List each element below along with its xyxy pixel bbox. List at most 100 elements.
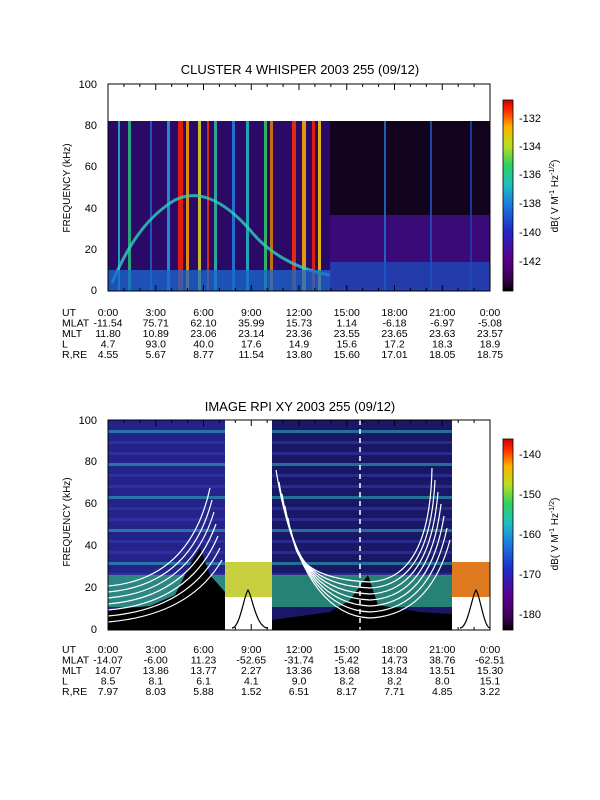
ephemeris-cell: 11.80 <box>95 328 121 340</box>
ephemeris-cell: 8.77 <box>193 349 214 361</box>
ephemeris-cell: 18:00 <box>381 307 407 319</box>
ephemeris-cell: 11.23 <box>191 655 217 667</box>
plasma-frequency-curves <box>107 467 491 630</box>
ephemeris-cell: 9.0 <box>292 676 307 688</box>
ephemeris-row-label: MLT <box>62 328 83 340</box>
ephemeris-row-label: UT <box>62 307 77 319</box>
plasma-curve <box>107 559 223 623</box>
ephemeris-cell: 23.57 <box>477 328 503 340</box>
emission-streak <box>246 121 249 291</box>
spectral-band <box>272 441 452 444</box>
y-tick-label: 80 <box>85 120 97 132</box>
ephemeris-cell: 6.1 <box>196 676 211 688</box>
colorbar-ticks: -132 -134 -136 -138 -140 -142 <box>519 113 541 268</box>
ephemeris-cell: -11.54 <box>94 318 123 330</box>
emission-streak <box>270 121 273 291</box>
ephemeris-cell: 4.55 <box>98 349 119 361</box>
ephemeris-cell: 13.84 <box>381 665 407 677</box>
colorbar-tick-label: -138 <box>519 198 541 210</box>
spectral-band <box>272 551 452 554</box>
emission-streak <box>186 121 189 291</box>
spectral-band <box>108 452 225 455</box>
ephemeris-cell: 23.36 <box>286 328 312 340</box>
ephemeris-cell: 9:00 <box>241 307 262 319</box>
emission-streak <box>470 121 472 291</box>
colorbar-label: dB( V M-1 Hz-1/2) <box>549 160 561 233</box>
y-tick-label: 60 <box>85 498 97 510</box>
spectral-band <box>108 573 225 576</box>
colorbar-ticks: -140 -150 -160 -170 -180 <box>519 449 541 621</box>
ephemeris-cell: 9:00 <box>241 644 262 656</box>
emission-streak <box>214 121 217 291</box>
colorbar-tick-label: -142 <box>519 256 541 268</box>
spectral-band <box>108 485 225 488</box>
colorbar-tick-label: -150 <box>519 489 541 501</box>
ephemeris-cell: -6.18 <box>383 318 407 330</box>
spectral-band <box>108 430 225 433</box>
plasma-curve <box>107 511 215 599</box>
ephemeris-cell: 2.27 <box>241 665 262 677</box>
ephemeris-row-label: MLAT <box>62 318 90 330</box>
ephemeris-cell: 4.1 <box>244 676 259 688</box>
ephemeris-cell: 3.22 <box>480 686 501 698</box>
colorbar-tick-label: -140 <box>519 227 541 239</box>
spectral-band <box>272 430 452 433</box>
ephemeris-cell: 13.86 <box>143 665 169 677</box>
ephemeris-cell: 3:00 <box>146 644 167 656</box>
y-axis: 0 20 40 60 80 100 <box>79 415 97 636</box>
ephemeris-cell: 18.75 <box>477 349 503 361</box>
emission-streak <box>150 121 152 291</box>
plasma-curve <box>107 487 211 587</box>
spectral-band <box>108 562 225 565</box>
ephemeris-cell: 38.76 <box>429 655 455 667</box>
ephemeris-cell: 23.55 <box>334 328 360 340</box>
ephemeris-cell: 8.17 <box>337 686 358 698</box>
ephemeris-cell: 1.52 <box>241 686 262 698</box>
colorbar-tick-label: -134 <box>519 141 541 153</box>
resonance-peak <box>459 589 491 629</box>
spectral-band <box>108 540 225 543</box>
ephemeris-cell: 7.97 <box>98 686 119 698</box>
spectral-band <box>108 507 225 510</box>
ephemeris-cell: 21:00 <box>429 307 455 319</box>
ephemeris-cell: 18.05 <box>429 349 455 361</box>
ephemeris-cell: 13.77 <box>190 665 216 677</box>
ephemeris-row-label: MLT <box>62 665 83 677</box>
ephemeris-cell: 23.14 <box>238 328 264 340</box>
emission-streak <box>118 121 120 291</box>
ephemeris-cell: 40.0 <box>193 339 214 351</box>
spectral-band <box>108 463 225 466</box>
y-tick-label: 0 <box>91 624 97 636</box>
ephemeris-cell: 17.01 <box>381 349 407 361</box>
ephemeris-row-label: UT <box>62 644 77 656</box>
ephemeris-row-label: L <box>62 676 68 688</box>
y-axis-label: FREQUENCY (kHz) <box>62 143 73 232</box>
colorbar-tick-label: -180 <box>519 609 541 621</box>
colorbar-tick-label: -170 <box>519 569 541 581</box>
ephemeris-cell: 4.7 <box>101 339 116 351</box>
ephemeris-cell: 15.60 <box>334 349 360 361</box>
y-tick-label: 40 <box>85 540 97 552</box>
image-rpi-panel: IMAGE RPI XY 2003 255 (09/12) FREQUENCY … <box>62 399 561 698</box>
emission-streak <box>292 121 296 291</box>
ephemeris-cell: 18.9 <box>480 339 501 351</box>
ephemeris-cell: 17.6 <box>241 339 262 351</box>
chart-title: CLUSTER 4 WHISPER 2003 255 (09/12) <box>181 62 419 77</box>
ephemeris-cell: 21:00 <box>429 644 455 656</box>
spectrogram-streaks <box>108 121 490 291</box>
ephemeris-cell: 12:00 <box>286 644 312 656</box>
ephemeris-cell: 5.88 <box>193 686 214 698</box>
ephemeris-cell: -5.08 <box>478 318 502 330</box>
plasma-curve <box>107 523 217 605</box>
emission-streak <box>198 121 201 291</box>
spectral-band <box>108 529 225 532</box>
low-frequency-band <box>330 262 490 291</box>
ephemeris-cell: 0:00 <box>480 644 501 656</box>
spectrogram-plot <box>107 83 491 292</box>
ephemeris-cell: 8.2 <box>339 676 354 688</box>
ephemeris-cell: 12:00 <box>286 307 312 319</box>
plasma-curve <box>107 547 221 617</box>
emission-streak <box>318 121 321 291</box>
spectral-band <box>272 540 452 543</box>
spectral-band <box>272 463 452 466</box>
